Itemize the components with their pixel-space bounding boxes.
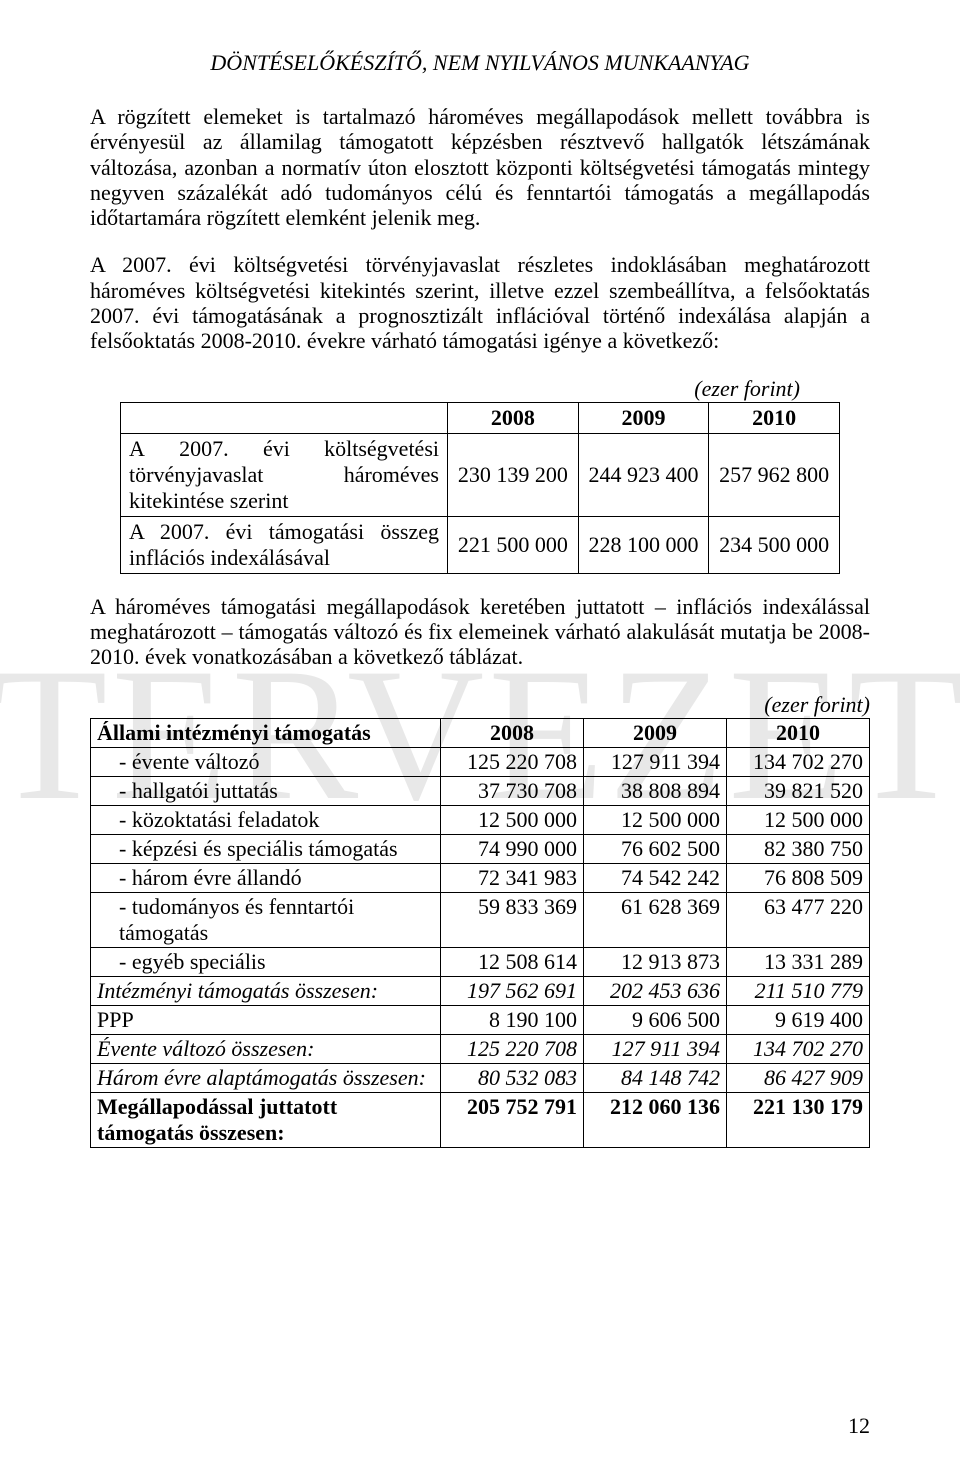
cell-value: 76 602 500 xyxy=(584,834,727,863)
row-label: - közoktatási feladatok xyxy=(91,805,441,834)
cell-value: 205 752 791 xyxy=(441,1092,584,1147)
cell-value: 9 606 500 xyxy=(584,1005,727,1034)
table-row: Évente változó összesen:125 220 708127 9… xyxy=(91,1034,870,1063)
cell-value: 12 500 000 xyxy=(584,805,727,834)
unit-label-1: (ezer forint) xyxy=(90,376,870,402)
row-label: Évente változó összesen: xyxy=(91,1034,441,1063)
cell-value: 230 139 200 xyxy=(448,433,579,516)
cell-value: 257 962 800 xyxy=(709,433,840,516)
table-row: - közoktatási feladatok12 500 00012 500 … xyxy=(91,805,870,834)
table-row: Intézményi támogatás összesen:197 562 69… xyxy=(91,976,870,1005)
cell-value: 84 148 742 xyxy=(584,1063,727,1092)
cell-value: 9 619 400 xyxy=(727,1005,870,1034)
table-row: PPP8 190 1009 606 5009 619 400 xyxy=(91,1005,870,1034)
cell-value: 74 542 242 xyxy=(584,863,727,892)
row-label: - három évre állandó xyxy=(91,863,441,892)
cell-value: 127 911 394 xyxy=(584,747,727,776)
cell-value: 12 500 000 xyxy=(441,805,584,834)
year-header: 2008 xyxy=(448,402,579,433)
row-label: PPP xyxy=(91,1005,441,1034)
cell-value: 13 331 289 xyxy=(727,947,870,976)
cell-value: 211 510 779 xyxy=(727,976,870,1005)
cell-value: 63 477 220 xyxy=(727,892,870,947)
paragraph-2: A 2007. évi költségvetési törvényjavasla… xyxy=(90,252,870,353)
table-row: A 2007. évi támogatási összeg inflációs … xyxy=(121,516,840,573)
unit-label-2: (ezer forint) xyxy=(90,692,870,718)
cell-value: 12 913 873 xyxy=(584,947,727,976)
cell-value: 80 532 083 xyxy=(441,1063,584,1092)
cell-value: 134 702 270 xyxy=(727,1034,870,1063)
support-table: Állami intézményi támogatás 2008 2009 20… xyxy=(90,718,870,1148)
cell-value: 72 341 983 xyxy=(441,863,584,892)
cell-value: 12 508 614 xyxy=(441,947,584,976)
table-row: - egyéb speciális12 508 61412 913 87313 … xyxy=(91,947,870,976)
cell-value: 8 190 100 xyxy=(441,1005,584,1034)
empty-header xyxy=(121,402,448,433)
cell-value: 59 833 369 xyxy=(441,892,584,947)
cell-value: 76 808 509 xyxy=(727,863,870,892)
document-header: DÖNTÉSELŐKÉSZÍTŐ, NEM NYILVÁNOS MUNKAANY… xyxy=(90,50,870,76)
forecast-table: 2008 2009 2010 A 2007. évi költségvetési… xyxy=(120,402,840,574)
cell-value: 37 730 708 xyxy=(441,776,584,805)
year-header: 2009 xyxy=(584,718,727,747)
row-label: - évente változó xyxy=(91,747,441,776)
cell-value: 212 060 136 xyxy=(584,1092,727,1147)
table-header-row: Állami intézményi támogatás 2008 2009 20… xyxy=(91,718,870,747)
year-header: 2010 xyxy=(727,718,870,747)
cell-value: 197 562 691 xyxy=(441,976,584,1005)
cell-value: 61 628 369 xyxy=(584,892,727,947)
page-number: 12 xyxy=(848,1413,870,1439)
table-row: - hallgatói juttatás37 730 70838 808 894… xyxy=(91,776,870,805)
paragraph-3: A hároméves támogatási megállapodások ke… xyxy=(90,594,870,670)
cell-value: 127 911 394 xyxy=(584,1034,727,1063)
cell-value: 82 380 750 xyxy=(727,834,870,863)
cell-value: 39 821 520 xyxy=(727,776,870,805)
cell-value: 202 453 636 xyxy=(584,976,727,1005)
cell-value: 38 808 894 xyxy=(584,776,727,805)
cell-value: 228 100 000 xyxy=(578,516,709,573)
support-header: Állami intézményi támogatás xyxy=(91,718,441,747)
cell-value: 74 990 000 xyxy=(441,834,584,863)
row-label: Megállapodással juttatott támogatás össz… xyxy=(91,1092,441,1147)
row-label: A 2007. évi támogatási összeg inflációs … xyxy=(121,516,448,573)
row-label: - tudományos és fenntartói támogatás xyxy=(91,892,441,947)
year-header: 2010 xyxy=(709,402,840,433)
table-row: A 2007. évi költségvetési törvényjavasla… xyxy=(121,433,840,516)
table-row: - tudományos és fenntartói támogatás59 8… xyxy=(91,892,870,947)
cell-value: 244 923 400 xyxy=(578,433,709,516)
year-header: 2009 xyxy=(578,402,709,433)
row-label: - egyéb speciális xyxy=(91,947,441,976)
table-row: - évente változó125 220 708127 911 39413… xyxy=(91,747,870,776)
cell-value: 125 220 708 xyxy=(441,747,584,776)
year-header: 2008 xyxy=(441,718,584,747)
paragraph-1: A rögzített elemeket is tartalmazó három… xyxy=(90,104,870,230)
cell-value: 86 427 909 xyxy=(727,1063,870,1092)
cell-value: 221 130 179 xyxy=(727,1092,870,1147)
cell-value: 134 702 270 xyxy=(727,747,870,776)
cell-value: 221 500 000 xyxy=(448,516,579,573)
cell-value: 234 500 000 xyxy=(709,516,840,573)
cell-value: 12 500 000 xyxy=(727,805,870,834)
table-header-row: 2008 2009 2010 xyxy=(121,402,840,433)
row-label: - hallgatói juttatás xyxy=(91,776,441,805)
row-label: Három évre alaptámogatás összesen: xyxy=(91,1063,441,1092)
table-row: - képzési és speciális támogatás74 990 0… xyxy=(91,834,870,863)
table-row: Megállapodással juttatott támogatás össz… xyxy=(91,1092,870,1147)
table-row: - három évre állandó72 341 98374 542 242… xyxy=(91,863,870,892)
cell-value: 125 220 708 xyxy=(441,1034,584,1063)
row-label: A 2007. évi költségvetési törvényjavasla… xyxy=(121,433,448,516)
table-row: Három évre alaptámogatás összesen:80 532… xyxy=(91,1063,870,1092)
row-label: - képzési és speciális támogatás xyxy=(91,834,441,863)
row-label: Intézményi támogatás összesen: xyxy=(91,976,441,1005)
